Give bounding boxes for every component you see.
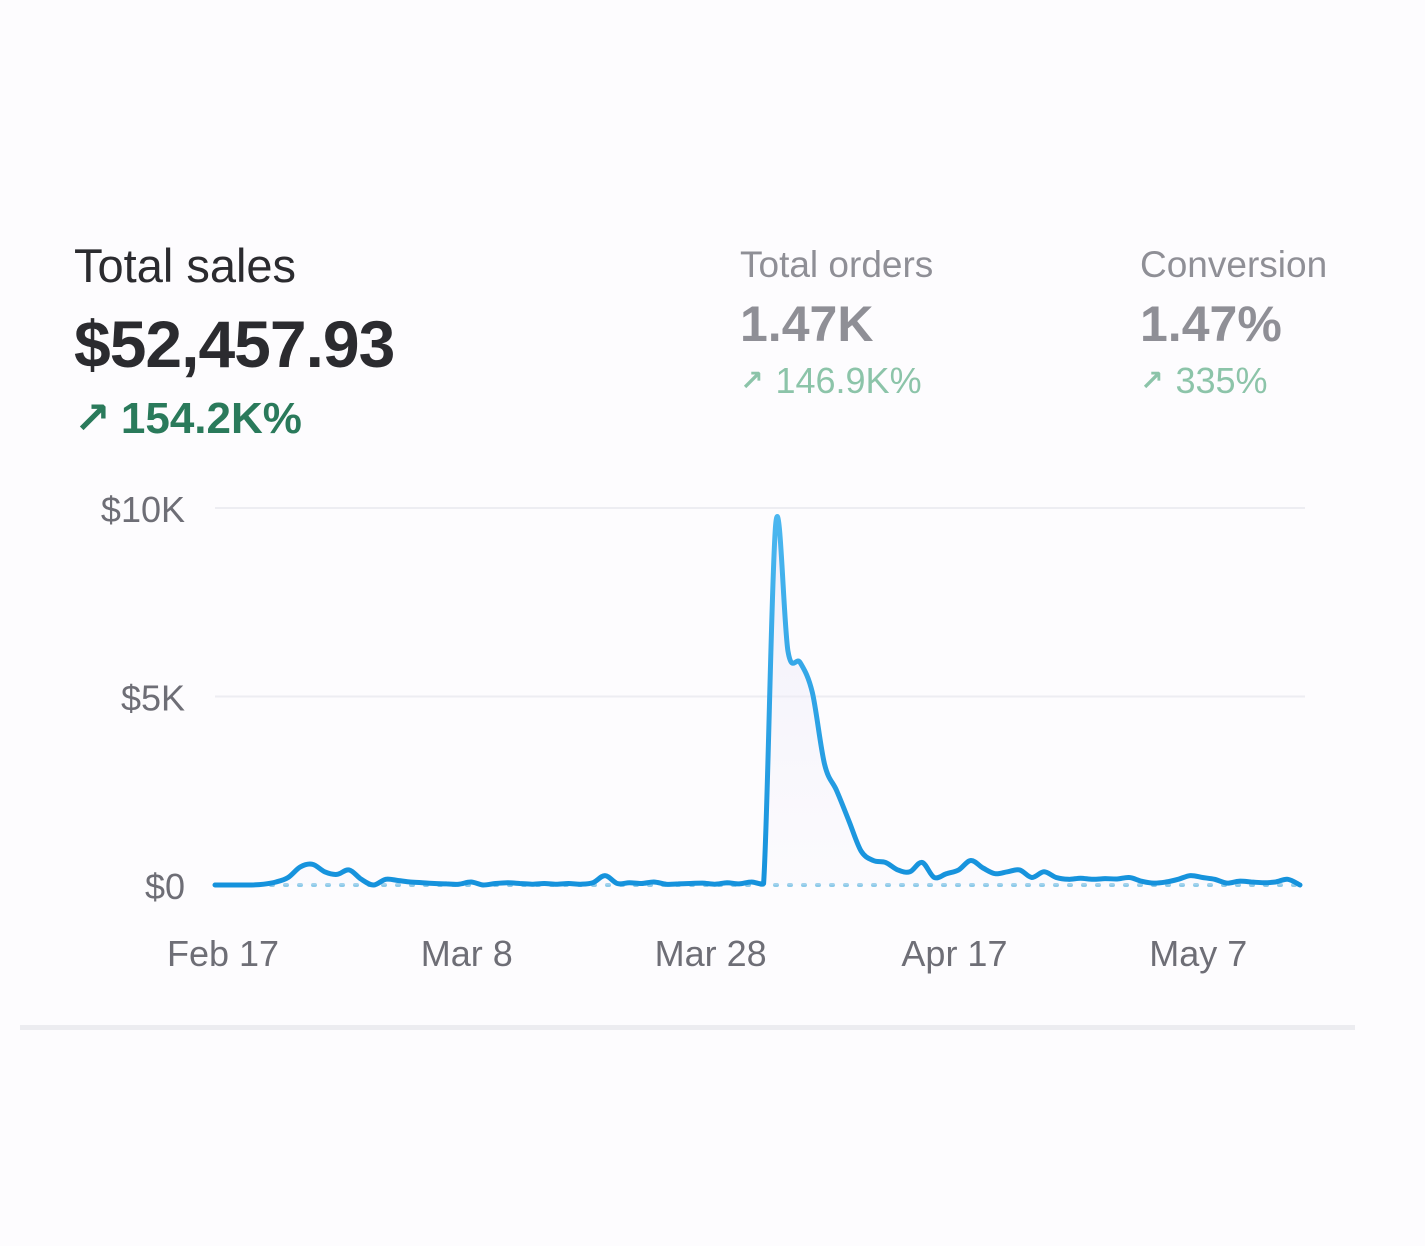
y-tick-label: $5K xyxy=(121,678,185,719)
x-tick-label: Mar 28 xyxy=(655,933,767,974)
total-orders-value: 1.47K xyxy=(740,296,874,352)
total-orders-delta-value: 146.9K% xyxy=(775,360,922,401)
total-sales-delta: ↗ 154.2K% xyxy=(74,397,394,441)
x-tick-label: Feb 17 xyxy=(167,933,279,974)
arrow-up-right-icon: ↗ xyxy=(74,394,111,443)
arrow-up-right-icon: ↗ xyxy=(1140,365,1164,396)
total-sales-value: $52,457.93 xyxy=(74,307,395,381)
conversion-label: Conversion xyxy=(1140,244,1328,285)
series-area xyxy=(215,516,1300,885)
total-sales-label: Total sales xyxy=(74,239,297,292)
total-orders-delta: ↗ 146.9K% xyxy=(740,363,933,399)
conversion-delta-value: 335% xyxy=(1175,360,1268,401)
sales-line-chart[interactable]: $0 $5K $10K Feb 17 Mar 8 Mar 28 Apr 17 May 7 xyxy=(0,470,1425,1010)
total-sales-delta-value: 154.2K% xyxy=(120,394,302,443)
y-tick-label: $0 xyxy=(145,866,185,907)
metric-total-sales: Total sales $52,457.93 ↗ 154.2K% xyxy=(74,239,395,441)
metric-total-orders[interactable]: Total orders 1.47K ↗ 146.9K% xyxy=(740,242,933,399)
y-tick-label: $10K xyxy=(101,489,185,530)
conversion-delta: ↗ 335% xyxy=(1140,363,1327,399)
total-orders-label: Total orders xyxy=(740,244,934,285)
x-tick-label: Apr 17 xyxy=(901,933,1007,974)
section-divider xyxy=(20,1025,1355,1030)
metric-conversion[interactable]: Conversion 1.47% ↗ 335% xyxy=(1140,242,1327,399)
x-tick-label: Mar 8 xyxy=(421,933,513,974)
arrow-up-right-icon: ↗ xyxy=(740,365,764,396)
conversion-value: 1.47% xyxy=(1140,296,1282,352)
series-line xyxy=(212,514,1303,888)
x-tick-label: May 7 xyxy=(1149,933,1247,974)
